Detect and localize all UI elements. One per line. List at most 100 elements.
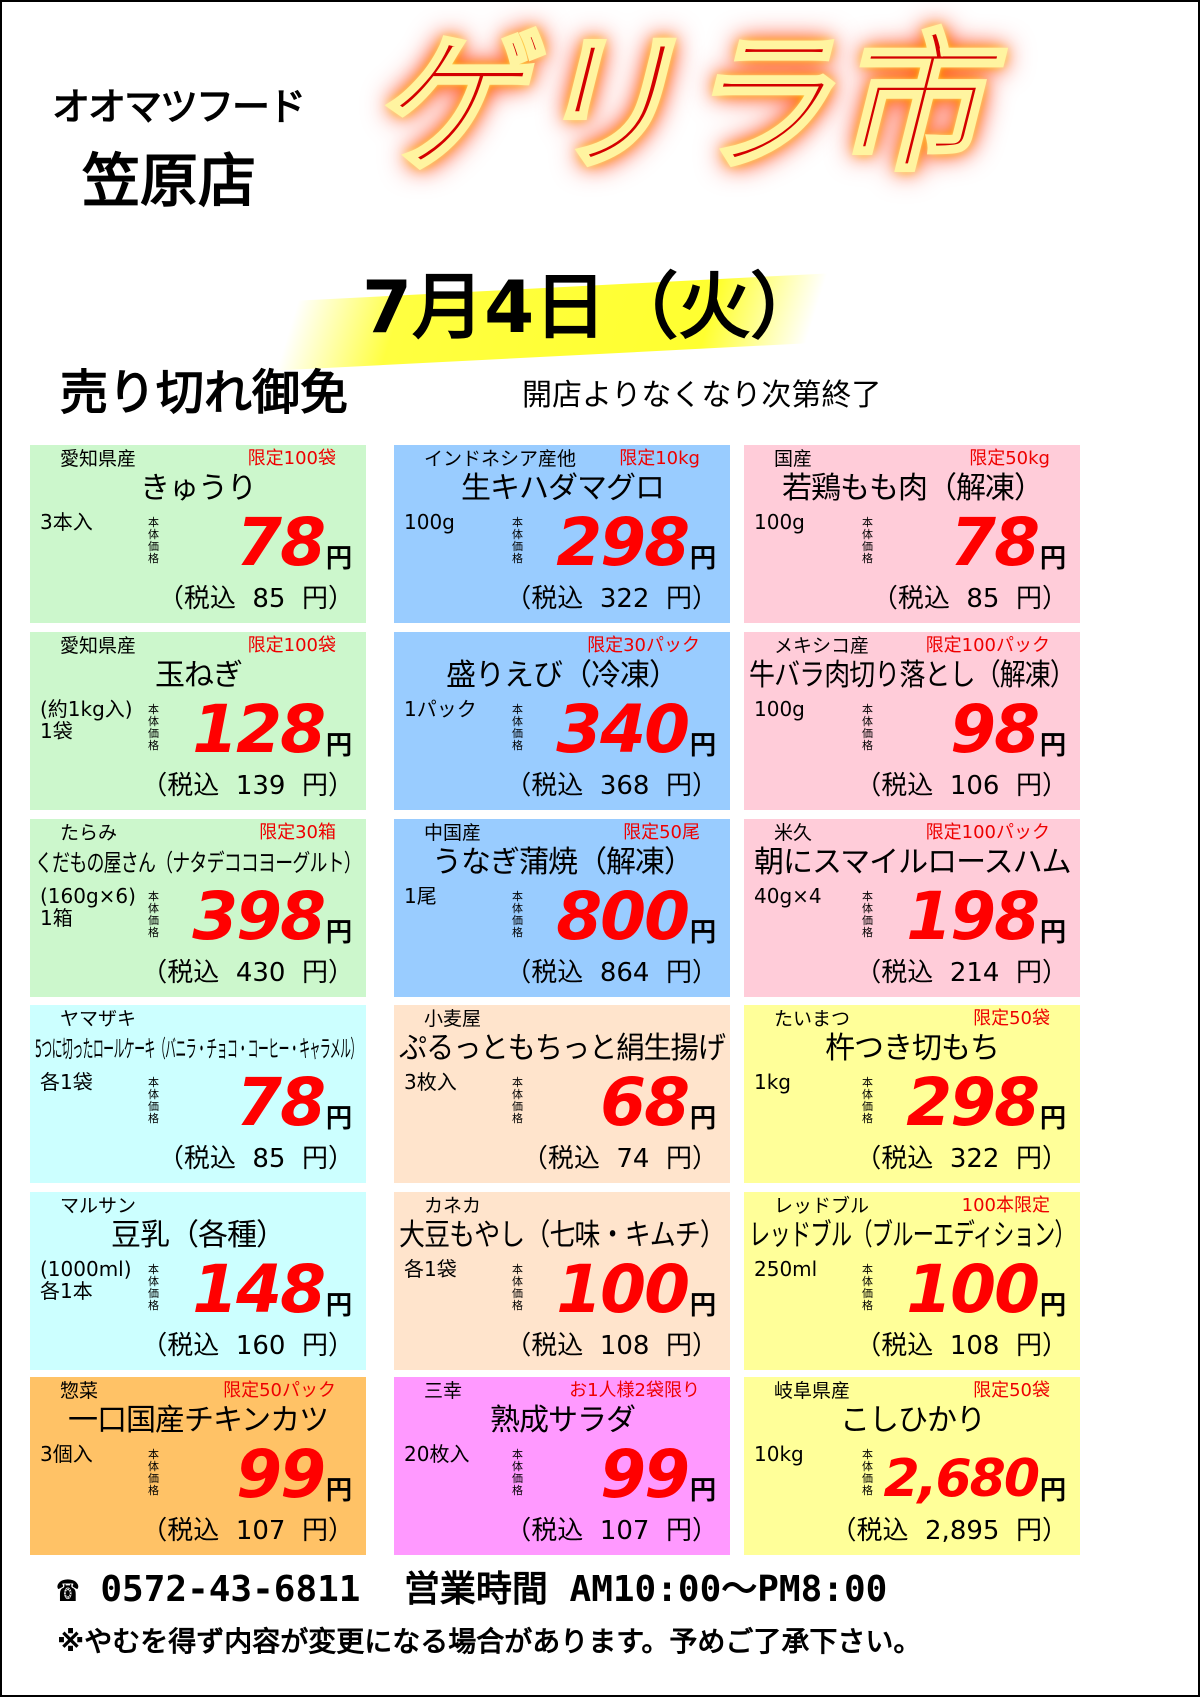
product-origin: 三幸	[424, 1380, 463, 1402]
quantity-limit: 限定30パック	[587, 635, 700, 656]
yen-unit: 円	[326, 1476, 353, 1506]
product-quantity: 250ml	[754, 1257, 818, 1281]
quantity-limit: 限定30箱	[259, 822, 336, 843]
product-price: 2,680	[883, 1449, 1040, 1509]
product-price: 398	[192, 878, 326, 955]
product-card: 中国産 限定50尾 うなぎ蒲焼（解凍） 1尾 本体価格 800 円 （税込 86…	[394, 819, 730, 997]
product-quantity: 40g×4	[754, 884, 822, 908]
tax-included-price: （税込 864 円）	[404, 957, 718, 989]
base-price-label: 本体価格	[512, 1076, 523, 1125]
product-origin: 中国産	[424, 822, 482, 844]
product-quantity: (160g×6)1箱	[40, 884, 136, 930]
yen-unit: 円	[326, 918, 353, 948]
base-price-label: 本体価格	[862, 1076, 873, 1125]
product-price: 78	[236, 504, 326, 581]
product-name: ぷるっともちっと絹生揚げ	[399, 1031, 726, 1066]
product-origin: 愛知県産	[60, 635, 137, 657]
base-price-label: 本体価格	[512, 703, 523, 752]
product-price: 128	[192, 691, 326, 768]
product-card: たらみ 限定30箱 くだもの屋さん（ナタデココヨーグルト） (160g×6)1箱…	[30, 819, 366, 997]
tax-included-price: （税込 430 円）	[40, 957, 354, 989]
yen-unit: 円	[690, 731, 717, 761]
product-quantity: 100g	[754, 697, 805, 721]
tax-prefix: （税込	[855, 771, 934, 801]
tax-included-price: （税込 139 円）	[40, 770, 354, 802]
product-name: 熟成サラダ	[490, 1403, 636, 1438]
product-quantity: (1000ml)各1本	[40, 1257, 132, 1303]
tax-included-price: （税込 2,895 円）	[754, 1515, 1068, 1547]
product-quantity: 3枚入	[404, 1070, 457, 1094]
base-price-label: 本体価格	[148, 516, 159, 565]
tax-prefix: （税込	[505, 1331, 584, 1361]
product-origin: マルサン	[60, 1195, 137, 1217]
quantity-limit: 限定100パック	[925, 635, 1050, 656]
product-quantity: 各1袋	[40, 1070, 93, 1094]
product-origin: 米久	[774, 822, 813, 844]
product-quantity: 20枚入	[404, 1442, 470, 1466]
product-price: 800	[556, 878, 690, 955]
yen-unit: 円	[1040, 1476, 1067, 1506]
tax-prefix: （税込	[141, 771, 220, 801]
product-name: 豆乳（各種）	[111, 1218, 286, 1253]
product-name: 杵つき切もち	[825, 1031, 1000, 1066]
yen-unit: 円	[1040, 544, 1067, 574]
sold-out-notice: 売り切れ御免	[60, 365, 349, 421]
limited-notice: 開店よりなくなり次第終了	[522, 378, 882, 413]
tax-included-price: （税込 107 円）	[40, 1515, 354, 1547]
tax-included-price: （税込 214 円）	[754, 957, 1068, 989]
quantity-limit: お1人様2袋限り	[569, 1380, 700, 1401]
product-name: こしひかり	[840, 1403, 986, 1438]
product-price: 99	[236, 1436, 326, 1513]
product-origin: インドネシア産他	[424, 448, 577, 470]
tax-included-price: （税込 322 円）	[404, 583, 718, 615]
product-price: 68	[600, 1064, 690, 1141]
base-price-label: 本体価格	[862, 890, 873, 939]
tax-suffix: 円）	[1015, 1516, 1068, 1546]
tax-suffix: 円）	[665, 1144, 718, 1174]
quantity-limit: 100本限定	[961, 1195, 1050, 1216]
tax-included-price: （税込 85 円）	[40, 583, 354, 615]
product-quantity: 100g	[404, 510, 455, 534]
product-card: レッドブル 100本限定 レッドブル（ブルーエディション） 250ml 本体価格…	[744, 1192, 1080, 1370]
product-price: 78	[950, 504, 1040, 581]
yen-unit: 円	[326, 731, 353, 761]
tax-price: 2,895	[925, 1516, 1000, 1546]
product-price: 298	[906, 1064, 1040, 1141]
tax-included-price: （税込 368 円）	[404, 770, 718, 802]
base-price-label: 本体価格	[512, 516, 523, 565]
base-price-label: 本体価格	[512, 1448, 523, 1497]
product-origin: 岐阜県産	[774, 1380, 851, 1402]
product-quantity: (約1kg入)1袋	[40, 697, 133, 743]
tax-price: 74	[616, 1144, 650, 1174]
tax-price: 160	[235, 1331, 286, 1361]
product-origin: 惣菜	[60, 1380, 99, 1402]
tax-suffix: 円）	[1015, 771, 1068, 801]
product-name: 5つに切ったロールケーキ（バニラ・チョコ・コーヒー・キャラメル）	[35, 1035, 361, 1063]
contact-line: ☎ 0572-43-6811 営業時間 AM10:00～PM8:00	[57, 1568, 887, 1612]
quantity-limit: 限定50パック	[223, 1380, 336, 1401]
tax-price: 108	[949, 1331, 1000, 1361]
tax-included-price: （税込 108 円）	[754, 1330, 1068, 1362]
tax-prefix: （税込	[141, 1331, 220, 1361]
telephone-icon: ☎	[57, 1569, 79, 1610]
quantity-limit: 限定100袋	[247, 448, 336, 469]
product-price: 340	[556, 691, 690, 768]
tax-price: 85	[252, 584, 286, 614]
tax-suffix: 円）	[665, 1516, 718, 1546]
base-price-label: 本体価格	[148, 890, 159, 939]
phone-number: 0572-43-6811	[100, 1569, 361, 1610]
product-quantity: 100g	[754, 510, 805, 534]
product-card: 国産 限定50kg 若鶏もも肉（解凍） 100g 本体価格 78 円 （税込 8…	[744, 445, 1080, 623]
product-price: 99	[600, 1436, 690, 1513]
quantity-limit: 限定50kg	[969, 448, 1050, 469]
product-name: うなぎ蒲焼（解凍）	[432, 845, 694, 880]
quantity-limit: 限定10kg	[619, 448, 700, 469]
tax-price: 85	[252, 1144, 286, 1174]
tax-suffix: 円）	[665, 1331, 718, 1361]
tax-prefix: （税込	[505, 771, 584, 801]
product-card: たいまつ 限定50袋 杵つき切もち 1kg 本体価格 298 円 （税込 322…	[744, 1005, 1080, 1183]
yen-unit: 円	[1040, 1291, 1067, 1321]
tax-suffix: 円）	[665, 958, 718, 988]
tax-price: 107	[235, 1516, 286, 1546]
tax-suffix: 円）	[301, 1331, 354, 1361]
